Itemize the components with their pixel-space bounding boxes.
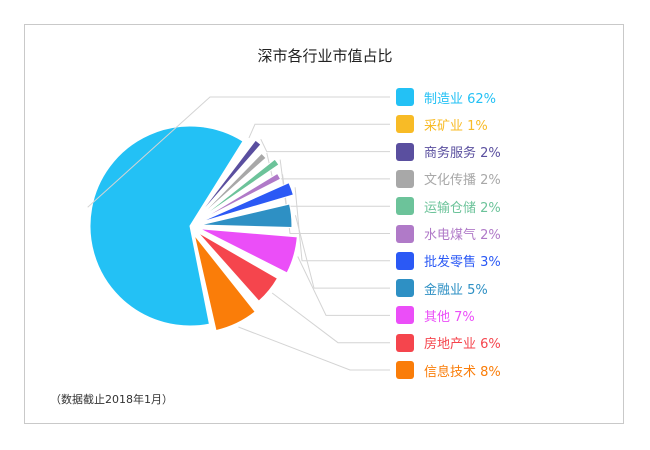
pie-slice-2: [195, 140, 248, 218]
pie-slice-8: [199, 203, 293, 229]
legend-label: 商务服务 2%: [424, 146, 501, 162]
legend-label: 其他 7%: [424, 309, 475, 325]
pie-slice-11: [193, 234, 256, 332]
legend-label: 文化传播 2%: [424, 173, 501, 189]
legend-swatch: [396, 197, 414, 216]
legend-item-1: 制造业 62%: [396, 86, 496, 108]
legend-label: 批发零售 3%: [424, 255, 501, 271]
legend-swatch: [396, 361, 414, 379]
pie-slice-4: [196, 152, 267, 220]
leader-line-4: [266, 152, 390, 180]
legend-label: 信息技术 8%: [424, 364, 501, 380]
legend-item-10: 房地产业 6%: [396, 332, 501, 354]
data-note: （数据截止2018年1月）: [50, 393, 173, 406]
pie-slice-5: [197, 158, 280, 221]
legend-swatch: [396, 88, 414, 106]
legend-swatch: [396, 333, 414, 352]
chart-title: 深市各行业市值占比: [257, 47, 393, 65]
legend-swatch: [396, 224, 414, 243]
legend-item-11: 信息技术 8%: [396, 359, 501, 381]
leader-line-2: [248, 123, 390, 139]
legend-item-7: 批发零售 3%: [396, 250, 501, 272]
legend-item-6: 水电煤气 2%: [396, 223, 501, 245]
legend-item-2: 采矿业 1%: [396, 113, 488, 135]
legend-label: 制造业 62%: [424, 91, 497, 107]
legend-item-4: 文化传播 2%: [396, 168, 501, 190]
leader-line-8: [294, 215, 390, 289]
legend-swatch: [396, 251, 414, 270]
leader-line-9: [297, 256, 390, 316]
legend-item-5: 运输仓储 2%: [396, 195, 501, 217]
legend-swatch: [396, 142, 414, 161]
legend-label: 采矿业 1%: [424, 118, 488, 134]
pie-slice-3: [195, 139, 262, 219]
legend-item-3: 商务服务 2%: [396, 141, 501, 163]
leader-line-10: [271, 292, 390, 344]
pie-slice-7: [199, 182, 295, 224]
leader-line-11: [238, 326, 390, 371]
leader-line-7: [294, 187, 390, 262]
legend-item-9: 其他 7%: [396, 304, 475, 326]
legend-label: 房地产业 6%: [424, 337, 501, 353]
legend-label: 水电煤气 2%: [424, 228, 501, 243]
legend-label: 金融业 5%: [424, 282, 488, 298]
legend-item-8: 金融业 5%: [396, 277, 488, 299]
legend-swatch: [396, 306, 414, 325]
leader-line-3: [260, 138, 390, 153]
legend-swatch: [396, 169, 414, 188]
legend-swatch: [396, 279, 414, 298]
legend-swatch: [396, 115, 414, 134]
legend-label: 运输仓储 2%: [424, 200, 501, 216]
leader-line-1: [87, 96, 390, 208]
pie-slice-1: [89, 125, 244, 327]
pie-slice-9: [199, 228, 298, 274]
pie-slice-10: [197, 231, 279, 302]
pie-slice-6: [198, 172, 282, 222]
